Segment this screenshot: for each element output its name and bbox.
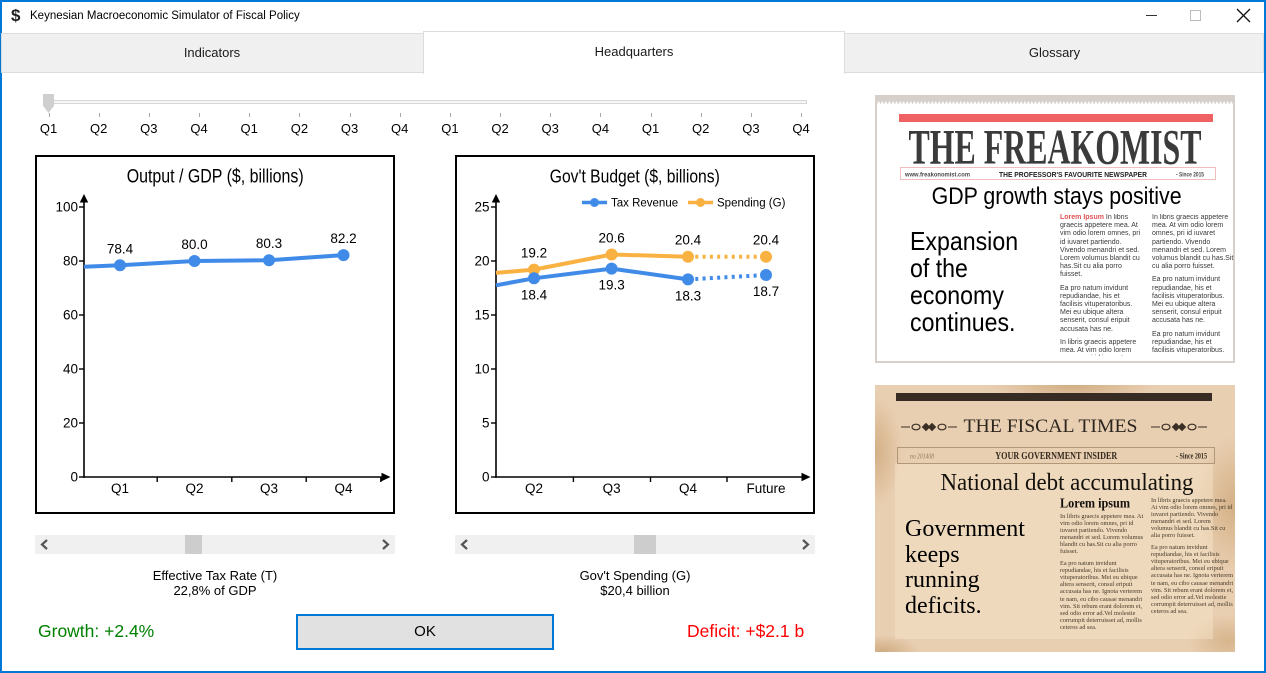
svg-text:40: 40 [63,362,78,377]
svg-text:10: 10 [474,362,489,377]
svg-text:no 201408: no 201408 [910,453,934,461]
svg-text:20: 20 [474,254,489,269]
svg-text:Q2: Q2 [525,481,543,496]
svg-text:18.4: 18.4 [521,287,548,302]
svg-text:Future: Future [746,481,785,496]
svg-text:Spending (G): Spending (G) [717,198,786,210]
svg-text:0: 0 [482,470,490,485]
svg-text:Lorem ipsum: Lorem ipsum [1060,497,1130,512]
svg-text:20: 20 [63,416,78,431]
svg-text:Q4: Q4 [679,481,698,496]
svg-text:78.4: 78.4 [107,241,134,256]
svg-text:- Since 2015: - Since 2015 [1176,452,1207,461]
svg-text:18.7: 18.7 [753,284,779,299]
svg-text:Q1: Q1 [111,481,129,496]
svg-text:Q3: Q3 [603,481,621,496]
svg-text:Q2: Q2 [185,481,203,496]
svg-text:20.4: 20.4 [675,233,702,248]
svg-text:Gov't Budget ($, billions): Gov't Budget ($, billions) [550,165,720,186]
svg-text:20.4: 20.4 [753,233,780,248]
svg-text:0: 0 [70,470,78,485]
svg-text:18.3: 18.3 [675,288,701,303]
svg-text:GDP growth stays positive: GDP growth stays positive [932,183,1182,209]
svg-text:60: 60 [63,308,78,323]
svg-text:- Since 2015: - Since 2015 [1176,172,1204,179]
svg-text:THE FISCAL TIMES: THE FISCAL TIMES [964,416,1138,437]
svg-text:Output / GDP ($, billions): Output / GDP ($, billions) [127,166,304,187]
svg-text:THE FREAKOMIST: THE FREAKOMIST [909,124,1202,168]
svg-text:25: 25 [474,200,489,215]
svg-text:Tax Revenue: Tax Revenue [611,198,678,210]
svg-text:www.freakonomist.com: www.freakonomist.com [904,172,970,179]
svg-text:20.6: 20.6 [598,231,624,246]
svg-text:80.0: 80.0 [181,237,207,252]
svg-text:19.3: 19.3 [598,278,624,293]
svg-text:82.2: 82.2 [330,231,356,246]
svg-text:100: 100 [55,200,78,215]
svg-text:Q4: Q4 [334,481,353,496]
svg-text:15: 15 [474,308,489,323]
svg-text:80.3: 80.3 [256,236,282,251]
svg-text:19.2: 19.2 [521,246,547,261]
svg-text:Q3: Q3 [260,481,278,496]
svg-text:THE PROFESSOR'S FAVOURITE NEWS: THE PROFESSOR'S FAVOURITE NEWSPAPER [999,170,1148,179]
svg-text:5: 5 [482,416,490,431]
svg-text:National debt accumulating: National debt accumulating [941,470,1194,496]
svg-text:YOUR GOVERNMENT INSIDER: YOUR GOVERNMENT INSIDER [995,451,1118,462]
svg-text:80: 80 [63,254,78,269]
